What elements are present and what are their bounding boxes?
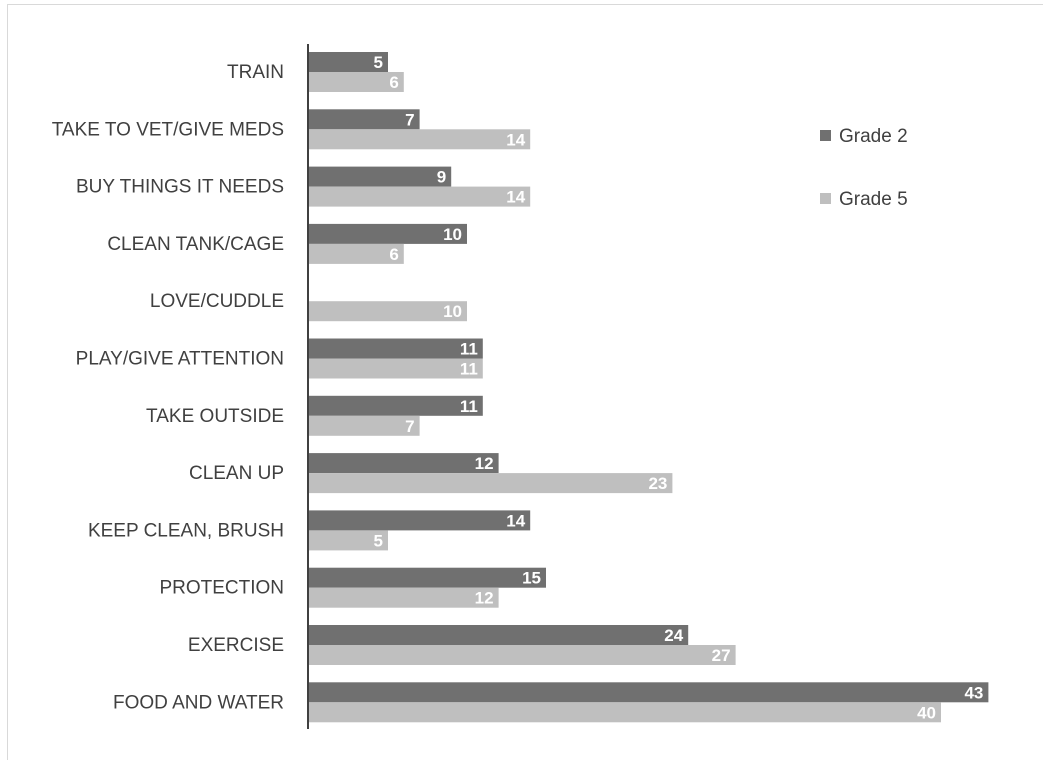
category-label: TAKE TO VET/GIVE MEDS [52, 119, 284, 140]
legend-swatch [820, 130, 831, 141]
bar-grade-5 [309, 243, 404, 264]
legend-label: Grade 2 [839, 126, 908, 147]
bar-grade-2 [309, 166, 452, 187]
bar-grade-2 [309, 109, 420, 130]
category-label: BUY THINGS IT NEEDS [76, 177, 284, 198]
data-label: 12 [475, 454, 494, 473]
legend: Grade 2 Grade 5 [820, 126, 908, 210]
chart-frame [7, 4, 1043, 760]
data-label: 23 [648, 474, 667, 493]
bar-grade-5 [309, 702, 941, 723]
data-label: 9 [437, 168, 446, 187]
bar-grade-5 [309, 72, 404, 92]
bar-grade-5 [309, 186, 531, 207]
data-label: 14 [506, 511, 525, 530]
data-label: 11 [460, 397, 478, 416]
data-label: 40 [917, 703, 936, 722]
category-label: CLEAN UP [189, 463, 284, 484]
data-label: 7 [405, 110, 414, 129]
bar-grade-2 [309, 567, 546, 588]
bar-grade-2 [309, 625, 689, 645]
data-label: 15 [522, 569, 541, 588]
data-label: 11 [460, 340, 478, 359]
bar-grade-5 [309, 358, 483, 379]
bar-grade-2 [309, 395, 483, 416]
data-label: 5 [374, 53, 383, 72]
category-label: FOOD AND WATER [113, 692, 284, 713]
bar-grade-5 [309, 473, 673, 494]
bar-grade-2 [309, 453, 499, 474]
data-label: 12 [475, 589, 494, 608]
category-label: KEEP CLEAN, BRUSH [88, 520, 284, 541]
bar-grade-2 [309, 682, 989, 703]
bar-grade-2 [309, 338, 483, 359]
bar-grade-5 [309, 530, 388, 551]
bar-grade-2 [309, 52, 388, 72]
data-label: 24 [664, 626, 683, 645]
category-label: EXERCISE [188, 635, 284, 656]
data-label: 14 [506, 130, 525, 149]
legend-label: Grade 5 [839, 189, 908, 210]
category-label: TAKE OUTSIDE [146, 406, 284, 427]
data-label: 27 [712, 646, 731, 665]
legend-swatch [820, 193, 831, 204]
bar-grade-5 [309, 415, 420, 436]
category-label: CLEAN TANK/CAGE [107, 234, 284, 255]
data-label: 10 [443, 302, 462, 321]
data-label: 6 [389, 73, 398, 92]
data-label: 6 [389, 245, 398, 264]
category-label: LOVE/CUDDLE [150, 291, 284, 312]
data-label: 43 [964, 683, 983, 702]
bar-grade-2 [309, 510, 531, 531]
category-label: PLAY/GIVE ATTENTION [76, 349, 284, 370]
bar-grade-2 [309, 223, 467, 244]
data-label: 5 [374, 531, 383, 550]
data-label: 14 [506, 188, 525, 207]
bar-grade-5 [309, 129, 531, 150]
category-label: PROTECTION [159, 578, 284, 599]
data-label: 10 [443, 225, 462, 244]
data-label: 11 [460, 360, 478, 379]
data-label: 7 [405, 417, 414, 436]
bar-grade-5 [309, 301, 467, 322]
bar-grade-5 [309, 645, 736, 665]
bar-grade-5 [309, 587, 499, 608]
category-labels: TRAIN TAKE TO VET/GIVE MEDS BUY THINGS IT … [52, 62, 284, 713]
category-label: TRAIN [227, 62, 284, 83]
